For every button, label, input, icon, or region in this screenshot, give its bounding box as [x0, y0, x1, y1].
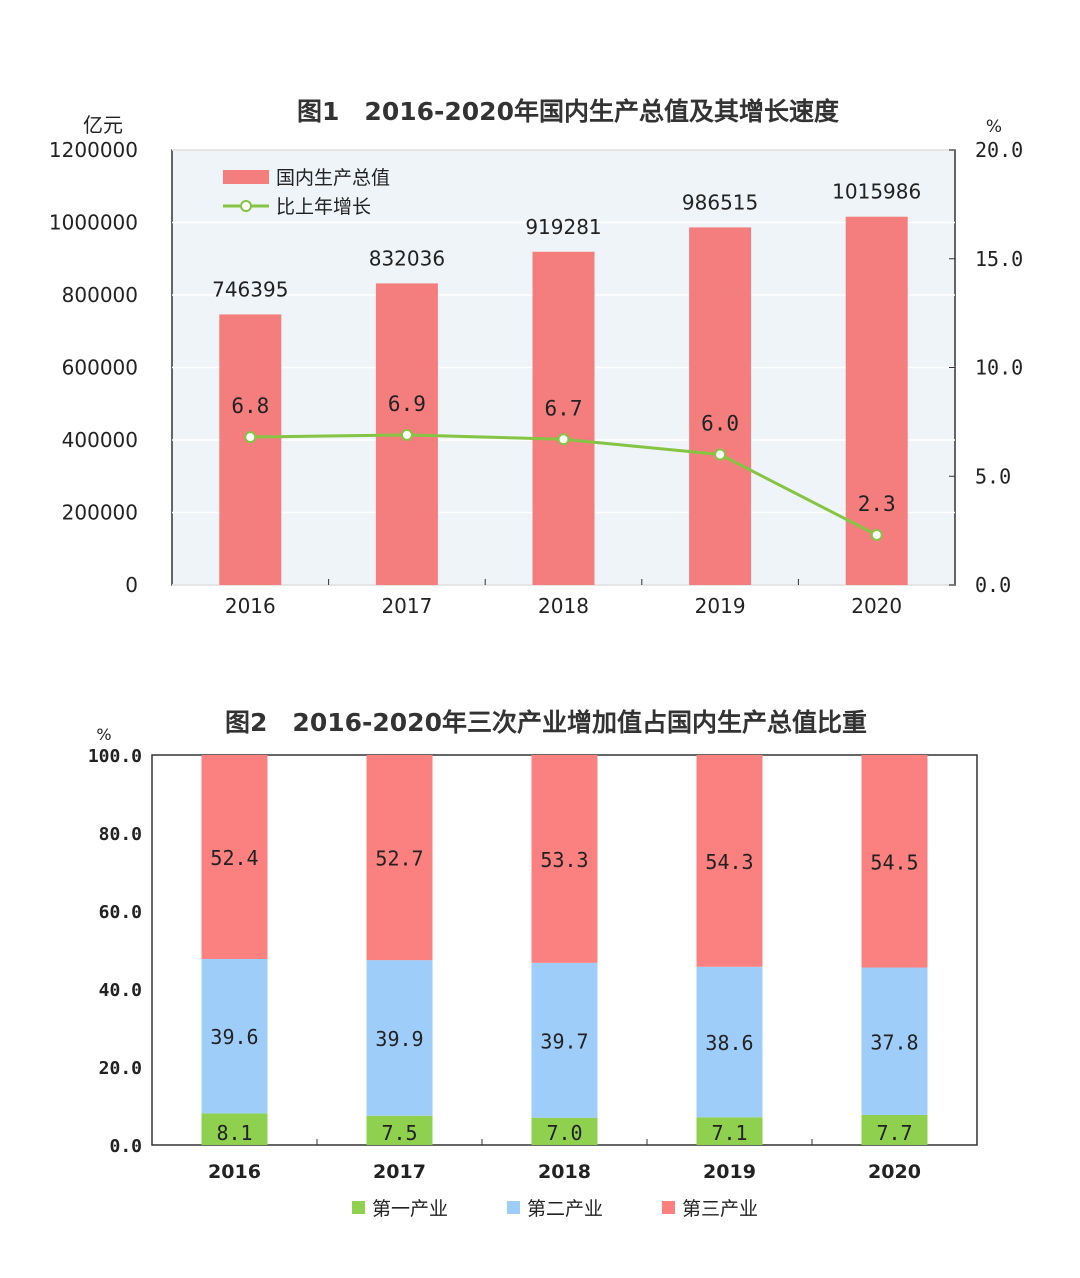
growth-label: 6.0	[701, 412, 739, 436]
chart1-title: 图1 2016-2020年国内生产总值及其增长速度	[297, 97, 839, 126]
segment-label: 7.5	[381, 1121, 417, 1145]
segment-label: 39.7	[540, 1029, 588, 1053]
segment-3	[861, 755, 928, 968]
segment-1	[366, 1115, 433, 1145]
gdp-bar	[219, 314, 282, 585]
segment-label: 54.3	[705, 850, 753, 874]
segment-label: 39.9	[375, 1027, 423, 1051]
y-tick-label: 0.0	[109, 1136, 142, 1157]
y-tick-label: 600000	[62, 356, 138, 380]
y-tick-label: 200000	[62, 501, 138, 525]
y2-tick-label: 5.0	[975, 464, 1011, 488]
chart2: 0.0 20.0 40.0 60.0 80.0 100.0 8.1 39.6 52.4 2016 7…	[88, 746, 978, 1220]
y-tick-label: 20.0	[99, 1058, 142, 1079]
segment-label: 7.7	[876, 1121, 912, 1145]
gdp-bar	[532, 251, 595, 586]
x-tick-label: 2018	[538, 1161, 591, 1183]
growth-point	[557, 433, 570, 446]
growth-point	[870, 528, 883, 541]
x-tick-label: 2017	[373, 1161, 426, 1183]
x-tick-label: 2020	[851, 594, 902, 618]
segment-3	[201, 755, 268, 959]
segment-label: 7.0	[546, 1121, 582, 1145]
growth-point	[714, 448, 727, 461]
legend-label-gdp: 国内生产总值	[276, 167, 390, 189]
y-tick-label: 80.0	[99, 824, 142, 845]
segment-label: 38.6	[705, 1031, 753, 1055]
gdp-bar	[689, 227, 752, 585]
chart1: 0 200000 400000 600000 800000 1000000 1200000 0…	[49, 138, 1023, 618]
segment-label: 53.3	[540, 848, 588, 872]
segment-2	[531, 962, 598, 1118]
segment-2	[861, 967, 928, 1115]
y-tick-label: 800000	[62, 283, 138, 307]
segment-label: 7.1	[711, 1121, 747, 1145]
gdp-bar-label: 1015986	[832, 180, 921, 204]
segment-3	[366, 755, 433, 961]
chart1-ylabel: 亿元	[83, 113, 123, 137]
growth-label: 6.9	[388, 392, 426, 416]
growth-label: 2.3	[858, 492, 896, 516]
segment-3	[531, 755, 598, 963]
gdp-bar-label: 746395	[212, 277, 288, 301]
y-tick-label: 40.0	[99, 980, 142, 1001]
chart1-y2label: %	[986, 117, 1002, 137]
legend-label: 第二产业	[527, 1198, 603, 1220]
segment-2	[201, 958, 268, 1114]
x-tick-label: 2016	[208, 1161, 261, 1183]
growth-point	[400, 428, 413, 441]
segment-2	[366, 960, 433, 1116]
legend-swatch-gdp	[223, 170, 269, 184]
segment-label: 52.4	[210, 846, 258, 870]
x-tick-label: 2019	[703, 1161, 756, 1183]
x-tick-label: 2019	[695, 594, 746, 618]
legend-marker-growth	[240, 200, 252, 212]
gdp-bar-label: 919281	[525, 215, 601, 239]
x-tick-label: 2017	[381, 594, 432, 618]
legend-label-growth: 比上年增长	[276, 196, 371, 218]
legend-label: 第三产业	[682, 1198, 758, 1220]
segment-1	[696, 1117, 763, 1145]
y-tick-label: 1200000	[49, 138, 138, 162]
segment-1	[861, 1114, 928, 1145]
gdp-bar-label: 832036	[369, 246, 445, 270]
segment-label: 39.6	[210, 1025, 258, 1049]
segment-label: 52.7	[375, 847, 423, 871]
x-tick-label: 2016	[225, 594, 276, 618]
y2-tick-label: 15.0	[975, 247, 1023, 271]
segment-1	[531, 1117, 598, 1145]
x-tick-label: 2018	[538, 594, 589, 618]
growth-label: 6.7	[545, 396, 583, 420]
y-tick-label: 100.0	[88, 746, 142, 767]
segment-2	[696, 966, 763, 1118]
growth-point	[244, 431, 257, 444]
legend-swatch	[507, 1201, 520, 1214]
x-tick-label: 2020	[868, 1161, 921, 1183]
segment-label: 37.8	[870, 1030, 918, 1054]
legend-label: 第一产业	[372, 1198, 448, 1220]
chart2-ylabel: %	[96, 725, 111, 744]
y-tick-label: 60.0	[99, 902, 142, 923]
y-tick-label: 400000	[62, 428, 138, 452]
legend-swatch	[352, 1201, 365, 1214]
y2-tick-label: 10.0	[975, 356, 1023, 380]
y-tick-label: 1000000	[49, 211, 138, 235]
chart2-title: 图2 2016-2020年三次产业增加值占国内生产总值比重	[225, 708, 867, 737]
segment-label: 8.1	[216, 1121, 252, 1145]
segment-3	[696, 755, 763, 967]
gdp-bar-label: 986515	[682, 190, 758, 214]
y2-tick-label: 20.0	[975, 138, 1023, 162]
segment-1	[201, 1113, 268, 1145]
y-tick-label: 0	[125, 573, 138, 597]
legend-swatch	[662, 1201, 675, 1214]
growth-label: 6.8	[231, 394, 269, 418]
segment-label: 54.5	[870, 850, 918, 874]
y2-tick-label: 0.0	[975, 573, 1011, 597]
